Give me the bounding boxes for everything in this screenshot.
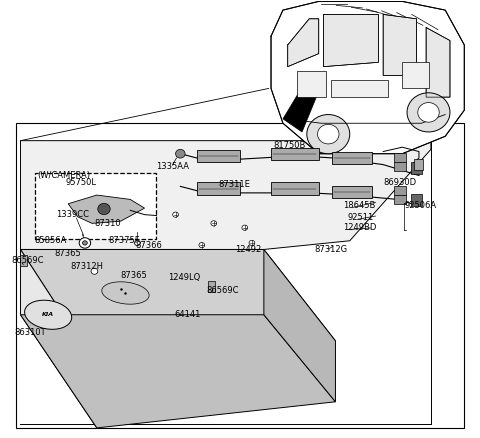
Circle shape: [407, 93, 450, 132]
Circle shape: [242, 225, 248, 230]
Text: 1335AA: 1335AA: [156, 162, 190, 171]
Circle shape: [91, 268, 98, 274]
Text: 1339CC: 1339CC: [56, 210, 89, 219]
Polygon shape: [383, 14, 417, 75]
Text: 92506A: 92506A: [405, 201, 437, 210]
Bar: [20, 255, 27, 265]
Bar: [394, 162, 406, 171]
Polygon shape: [68, 195, 144, 223]
Text: 12492: 12492: [235, 245, 262, 254]
Polygon shape: [288, 19, 319, 67]
Bar: [332, 152, 372, 164]
Circle shape: [134, 240, 140, 246]
Circle shape: [173, 212, 179, 217]
Bar: [271, 148, 319, 160]
Bar: [414, 159, 423, 170]
Text: 64141: 64141: [174, 310, 201, 319]
Ellipse shape: [102, 282, 149, 304]
Bar: [331, 80, 388, 97]
Bar: [271, 183, 319, 194]
Text: 86569C: 86569C: [11, 256, 43, 265]
Text: 86310T: 86310T: [14, 328, 46, 337]
Text: 87312G: 87312G: [314, 245, 347, 254]
Bar: [197, 183, 240, 194]
Ellipse shape: [24, 300, 72, 329]
Bar: [394, 195, 406, 204]
Circle shape: [249, 240, 255, 246]
Text: 18645B: 18645B: [343, 201, 375, 210]
Text: 87365: 87365: [54, 249, 81, 258]
Text: 87365: 87365: [120, 271, 147, 280]
Circle shape: [318, 124, 339, 144]
Bar: [197, 150, 240, 162]
Text: 81750B: 81750B: [274, 141, 306, 149]
Polygon shape: [21, 250, 97, 428]
Circle shape: [199, 243, 204, 248]
Circle shape: [211, 221, 216, 226]
Circle shape: [176, 149, 185, 158]
Text: (W/CAMERA): (W/CAMERA): [37, 171, 90, 180]
Bar: [297, 71, 326, 97]
Polygon shape: [21, 315, 336, 428]
Circle shape: [83, 241, 87, 245]
Bar: [207, 281, 215, 292]
Text: 95750L: 95750L: [66, 177, 97, 187]
Circle shape: [307, 115, 350, 154]
Bar: [411, 194, 422, 206]
Text: 86569C: 86569C: [206, 286, 239, 295]
Circle shape: [418, 102, 439, 122]
Polygon shape: [426, 28, 450, 97]
Bar: [394, 186, 406, 195]
Text: KIA: KIA: [42, 312, 54, 317]
Text: 1249BD: 1249BD: [343, 223, 376, 232]
Text: 1249LQ: 1249LQ: [168, 273, 201, 282]
Text: 87310: 87310: [95, 219, 121, 228]
Polygon shape: [21, 141, 431, 250]
Text: 87366: 87366: [135, 240, 162, 250]
Text: 85856A: 85856A: [35, 236, 67, 245]
Bar: [411, 162, 422, 174]
Polygon shape: [324, 14, 378, 67]
Polygon shape: [264, 250, 336, 402]
Bar: [35, 173, 156, 239]
Bar: [394, 153, 406, 162]
Text: 92511: 92511: [348, 213, 373, 222]
Polygon shape: [21, 250, 336, 367]
Polygon shape: [271, 1, 464, 154]
Text: 87375F: 87375F: [109, 236, 140, 245]
Bar: [402, 62, 429, 88]
Bar: [332, 186, 372, 198]
Text: 86930D: 86930D: [383, 177, 416, 187]
Polygon shape: [283, 75, 316, 132]
Text: 87311E: 87311E: [218, 180, 251, 189]
Circle shape: [98, 203, 110, 215]
Bar: [16, 123, 464, 428]
Text: 87312H: 87312H: [71, 262, 104, 272]
Circle shape: [79, 238, 91, 248]
